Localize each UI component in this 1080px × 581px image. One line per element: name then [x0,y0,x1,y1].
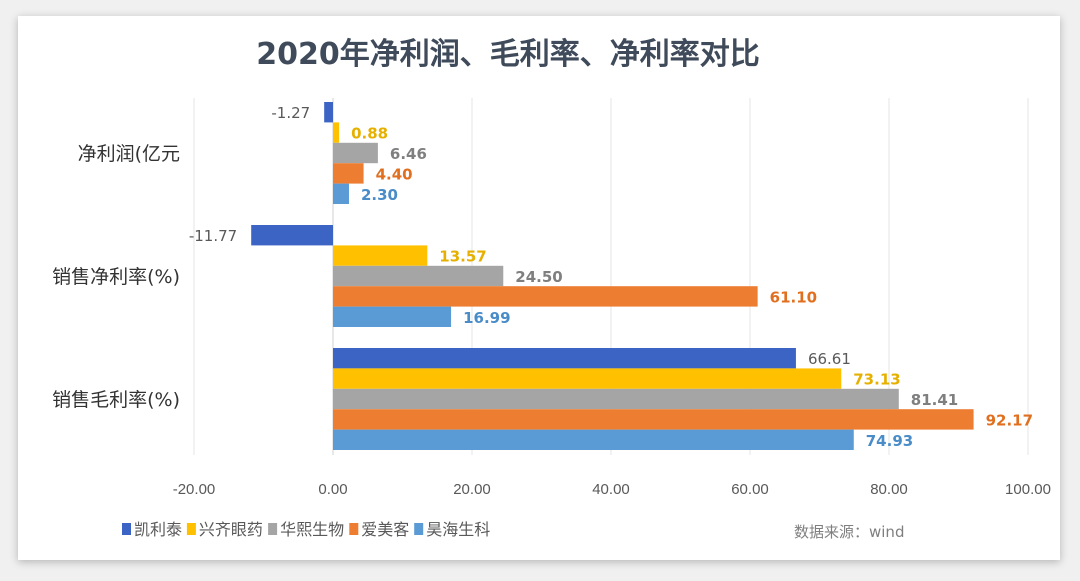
data-label: 61.10 [770,288,817,306]
legend-swatch [122,523,131,535]
data-label: 24.50 [515,268,562,286]
bar [333,368,842,389]
data-label: 66.61 [808,350,851,368]
chart-title: 2020年净利润、毛利率、净利率对比 [256,37,760,72]
x-tick-label: 40.00 [592,481,630,498]
legend-label: 爱美客 [361,520,409,539]
bar [333,163,364,184]
x-tick-label: -20.00 [173,481,216,498]
source-note: 数据来源：wind [794,523,904,541]
x-tick-label: 0.00 [318,481,347,498]
legend-swatch [268,523,278,535]
data-label: 81.41 [911,391,958,409]
bar [333,286,758,307]
data-label: -1.27 [271,104,310,122]
bar [333,348,796,369]
data-label: 4.40 [376,165,413,183]
bar [333,245,428,266]
bar [251,225,333,246]
data-label: 16.99 [463,309,510,327]
data-label: 13.57 [439,248,486,266]
data-label: 0.88 [351,125,388,143]
data-label: 6.46 [390,145,427,163]
category-label: 净利润(亿元 [78,143,180,165]
x-tick-label: 60.00 [731,481,769,498]
x-tick-label: 20.00 [453,481,491,498]
legend-label: 兴齐眼药 [199,520,263,539]
legend-label: 华熙生物 [280,520,344,539]
bar [333,429,854,450]
category-label: 销售净利率(%) [52,266,180,288]
legend-label: 昊海生科 [426,520,490,539]
category-label: 销售毛利率(%) [52,389,180,411]
bar [333,265,504,287]
bar [333,122,340,143]
data-label: 92.17 [986,411,1033,429]
legend-swatch [414,523,424,535]
data-label: 73.13 [853,371,900,389]
bar [333,183,349,204]
legend-swatch [186,523,196,535]
data-label: -11.77 [189,227,237,245]
x-tick-label: 80.00 [870,481,908,498]
legend-label: 凯利泰 [134,520,182,539]
x-tick-label: 100.00 [1005,481,1051,498]
bar [324,102,333,123]
bar [333,142,378,164]
legend-swatch [349,523,359,535]
bar [333,306,452,327]
bar [333,409,974,430]
data-label: 74.93 [866,432,913,450]
bar [333,388,899,410]
data-label: 2.30 [361,186,398,204]
